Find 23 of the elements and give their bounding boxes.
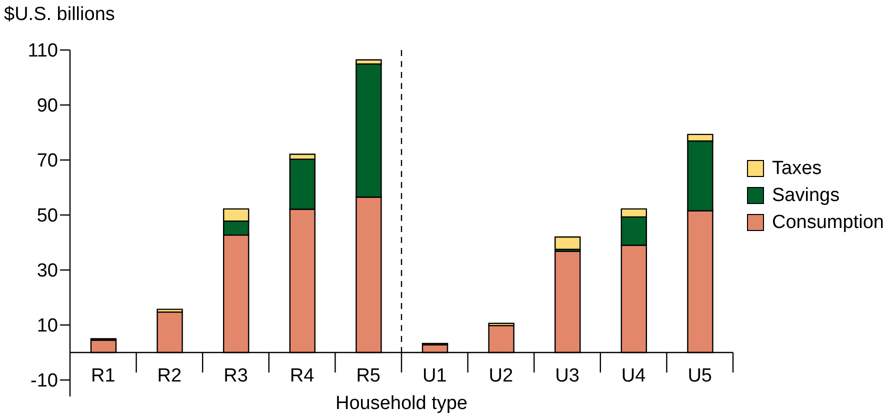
y-axis-title: $U.S. billions (4, 4, 115, 26)
x-tick-label: U5 (688, 366, 712, 386)
x-axis-title: Household type (334, 393, 469, 415)
bar (554, 236, 581, 250)
legend-label: Savings (772, 184, 840, 206)
y-tick-label: 90 (36, 96, 58, 117)
x-tick-label: R1 (91, 366, 116, 386)
x-tick-label: U3 (555, 366, 580, 386)
x-tick-label: R3 (224, 366, 248, 386)
x-tick-label: R2 (157, 366, 182, 386)
x-tick-label: U4 (621, 366, 646, 386)
y-tick-label: -10 (30, 370, 58, 392)
y-tick-label: 70 (36, 150, 58, 172)
x-tick-label: R5 (356, 366, 380, 386)
legend-label: Consumption (772, 212, 884, 234)
x-tick-label: U1 (422, 366, 447, 386)
y-tick-label: 50 (36, 206, 58, 227)
legend-label: Taxes (772, 158, 822, 180)
y-tick-label: 10 (36, 316, 58, 337)
y-tick-label: 110 (28, 40, 58, 62)
y-tick-label: 30 (36, 260, 58, 282)
x-tick-label: R4 (290, 366, 315, 386)
x-tick-label: U2 (488, 366, 514, 386)
